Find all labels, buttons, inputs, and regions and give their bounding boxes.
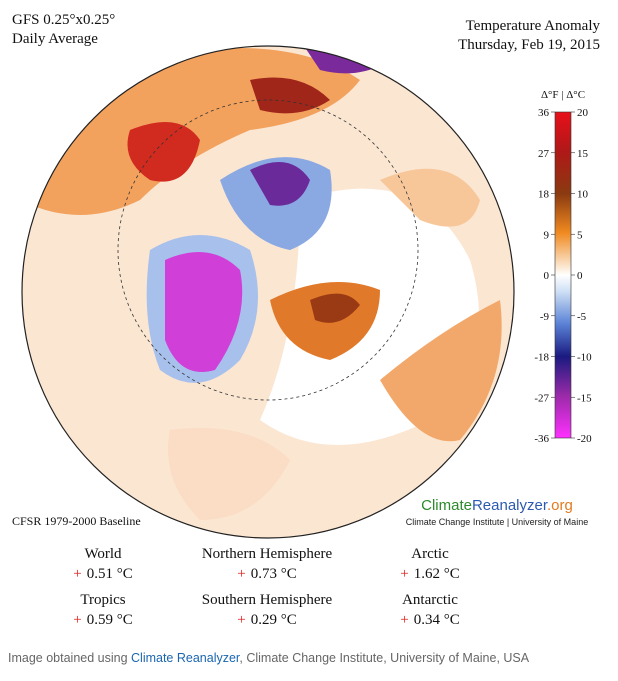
tick-label: 15 [577, 148, 589, 160]
tick-label: -10 [577, 352, 592, 364]
value: 1.62 °C [414, 566, 460, 582]
tick-label: 0 [577, 270, 583, 282]
tick-label: 9 [544, 229, 550, 241]
sign: + [400, 612, 408, 628]
tick-label: -18 [534, 352, 549, 364]
latitude-line [117, 99, 419, 401]
anomaly: +0.59 °C [73, 612, 132, 628]
tick-label: -15 [577, 392, 592, 404]
anomaly: +0.34 °C [400, 612, 459, 628]
caption-text: Image obtained using [8, 651, 131, 665]
tick-label: 20 [577, 107, 589, 119]
logo-subtitle: Climate Change Institute | University of… [406, 517, 588, 527]
colorbar [554, 111, 572, 439]
logo-part: .org [547, 497, 573, 514]
anomaly: +0.73 °C [237, 566, 296, 582]
value: 0.59 °C [87, 612, 133, 628]
region: Tropics [80, 592, 125, 608]
sign: + [237, 566, 245, 582]
region: Arctic [411, 546, 449, 562]
tick-label: 10 [577, 189, 589, 201]
value: 0.73 °C [251, 566, 297, 582]
tick-label: 27 [538, 148, 550, 160]
region: World [84, 546, 122, 562]
anomaly: +0.51 °C [73, 566, 132, 582]
tick-label: 5 [577, 229, 583, 241]
caption-text: , Climate Change Institute, University o… [239, 651, 529, 665]
model: GFS 0.25°x0.25° [12, 12, 115, 28]
colorbar-ticks: 36 27 18 9 0 -9 -18 -27 -36 20 15 10 5 0 -5 -10 -15 -20 [534, 107, 592, 445]
tick-label: -20 [577, 433, 592, 445]
title: Temperature Anomaly [466, 18, 601, 34]
tick-label: -9 [540, 311, 550, 323]
tick-label: 18 [538, 189, 550, 201]
anomaly: +1.62 °C [400, 566, 459, 582]
tick-label: -36 [534, 433, 549, 445]
sign: + [400, 566, 408, 582]
caption-link[interactable]: Climate Reanalyzer [131, 651, 240, 665]
sign: + [73, 612, 81, 628]
tick-label: -27 [534, 392, 549, 404]
caption: Image obtained using Climate Reanalyzer,… [8, 651, 530, 665]
globe-outline [21, 45, 515, 539]
date: Thursday, Feb 19, 2015 [458, 37, 600, 53]
sign: + [73, 566, 81, 582]
tick-label: 0 [544, 270, 550, 282]
colorbar-label: Δ°F | Δ°C [541, 89, 585, 101]
period: Daily Average [12, 31, 98, 47]
tick-label: -5 [577, 311, 587, 323]
sign: + [237, 612, 245, 628]
region: Antarctic [402, 592, 458, 608]
tick-label: 36 [538, 107, 550, 119]
value: 0.29 °C [251, 612, 297, 628]
map [22, 46, 514, 538]
region: Northern Hemisphere [202, 546, 333, 562]
region: Southern Hemisphere [202, 592, 333, 608]
anomaly: +0.29 °C [237, 612, 296, 628]
logo-part: Climate [421, 497, 472, 514]
logo-part: Reanalyzer [472, 497, 548, 514]
value: 0.34 °C [414, 612, 460, 628]
logo: ClimateReanalyzer.org [421, 497, 573, 514]
baseline: CFSR 1979-2000 Baseline [12, 514, 141, 528]
value: 0.51 °C [87, 566, 133, 582]
